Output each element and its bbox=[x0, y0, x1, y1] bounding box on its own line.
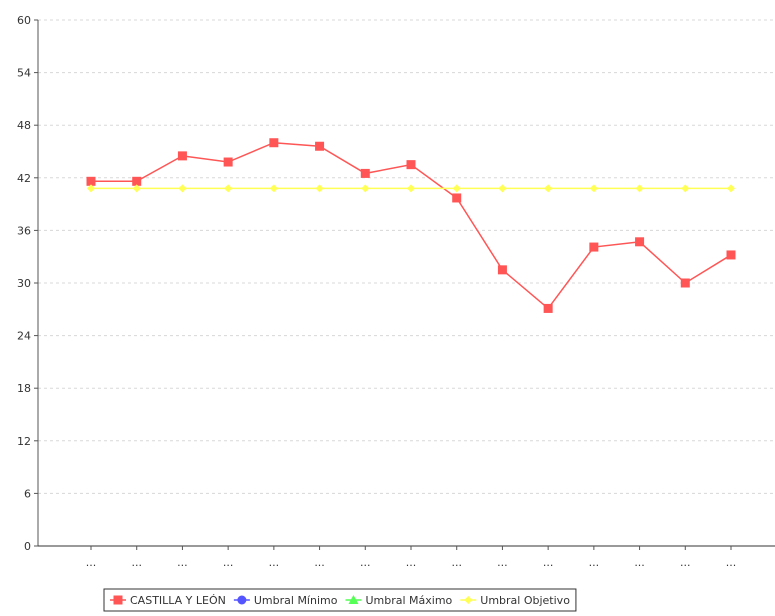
data-point bbox=[132, 176, 142, 186]
data-point bbox=[635, 237, 645, 247]
data-point bbox=[544, 184, 553, 193]
x-tick-label: ... bbox=[360, 556, 371, 569]
data-point bbox=[87, 184, 95, 193]
x-tick-label: ... bbox=[634, 556, 645, 569]
y-tick-label: 6 bbox=[24, 487, 31, 500]
data-point bbox=[727, 184, 735, 193]
data-point bbox=[726, 250, 736, 260]
x-tick-label: ... bbox=[406, 556, 417, 569]
x-tick-label: ... bbox=[223, 556, 234, 569]
data-point bbox=[178, 184, 187, 193]
legend-label: Umbral Máximo bbox=[365, 594, 452, 607]
data-point bbox=[361, 184, 370, 193]
data-point bbox=[452, 184, 461, 193]
data-point bbox=[635, 184, 644, 193]
y-tick-label: 54 bbox=[17, 67, 31, 80]
x-tick-label: ... bbox=[177, 556, 188, 569]
data-point bbox=[360, 168, 370, 178]
x-tick-label: ... bbox=[269, 556, 280, 569]
legend-marker bbox=[348, 595, 359, 604]
data-point bbox=[224, 184, 233, 193]
data-point bbox=[498, 184, 507, 193]
legend-label: Umbral Mínimo bbox=[254, 594, 338, 607]
legend-label: Umbral Objetivo bbox=[480, 594, 570, 607]
data-point bbox=[681, 184, 690, 193]
legend-marker bbox=[237, 595, 247, 605]
y-tick-label: 60 bbox=[17, 14, 31, 27]
data-point bbox=[680, 278, 690, 288]
x-tick-label: ... bbox=[497, 556, 508, 569]
y-tick-label: 42 bbox=[17, 172, 31, 185]
data-point bbox=[452, 193, 462, 203]
y-tick-label: 24 bbox=[17, 330, 31, 343]
data-point bbox=[223, 157, 233, 167]
legend-label: CASTILLA Y LEÓN bbox=[130, 594, 226, 607]
data-point bbox=[315, 184, 324, 193]
x-tick-label: ... bbox=[131, 556, 142, 569]
data-point bbox=[406, 160, 416, 170]
x-tick-label: ... bbox=[86, 556, 97, 569]
data-point bbox=[177, 151, 187, 161]
x-tick-label: ... bbox=[543, 556, 554, 569]
x-tick-label: ... bbox=[726, 556, 737, 569]
y-tick-label: 48 bbox=[17, 119, 31, 132]
y-tick-label: 36 bbox=[17, 224, 31, 237]
y-tick-label: 12 bbox=[17, 435, 31, 448]
legend-marker bbox=[464, 596, 473, 604]
data-point bbox=[543, 303, 553, 313]
x-tick-label: ... bbox=[314, 556, 325, 569]
data-point bbox=[86, 176, 96, 186]
data-point bbox=[407, 184, 415, 193]
legend: CASTILLA Y LEÓN Umbral Mínimo Umbral Máxim… bbox=[103, 588, 577, 612]
legend-box bbox=[103, 588, 577, 612]
data-point bbox=[315, 141, 325, 151]
data-point bbox=[132, 184, 141, 193]
data-point bbox=[497, 265, 507, 275]
y-tick-label: 0 bbox=[24, 540, 31, 553]
legend-marker bbox=[113, 595, 123, 605]
x-tick-label: ... bbox=[589, 556, 600, 569]
data-point bbox=[269, 138, 279, 148]
data-point bbox=[589, 242, 599, 252]
x-tick-label: ... bbox=[680, 556, 691, 569]
x-tick-label: ... bbox=[451, 556, 462, 569]
data-point bbox=[589, 184, 598, 193]
y-tick-label: 18 bbox=[17, 382, 31, 395]
data-point bbox=[269, 184, 278, 193]
y-tick-label: 30 bbox=[17, 277, 31, 290]
